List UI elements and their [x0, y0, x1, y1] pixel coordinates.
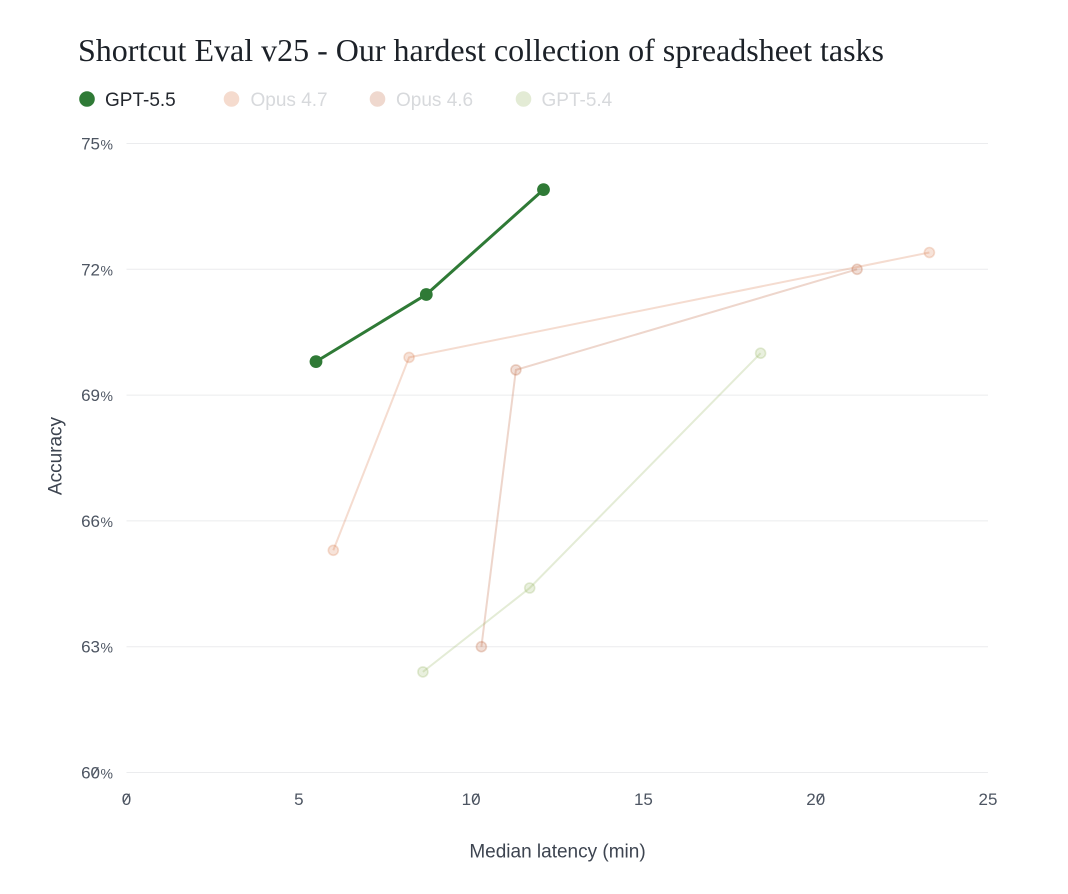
svg-text:%: % [101, 262, 113, 278]
svg-text:15: 15 [634, 790, 653, 809]
svg-text:%: % [101, 514, 113, 530]
svg-text:Median latency (min): Median latency (min) [469, 842, 645, 863]
svg-text:%: % [101, 388, 113, 404]
svg-text:%: % [101, 137, 113, 153]
svg-text:0: 0 [122, 790, 131, 809]
svg-text:72: 72 [81, 260, 100, 279]
svg-text:GPT-5.4: GPT-5.4 [542, 90, 613, 111]
svg-text:66: 66 [81, 512, 100, 531]
svg-text:25: 25 [979, 790, 998, 809]
svg-text:60: 60 [81, 764, 100, 783]
svg-text:GPT-5.5: GPT-5.5 [105, 90, 176, 111]
svg-text:20: 20 [806, 790, 825, 809]
svg-text:5: 5 [294, 790, 303, 809]
svg-text:10: 10 [462, 790, 481, 809]
svg-text:75: 75 [81, 135, 100, 154]
svg-text:63: 63 [81, 638, 100, 657]
svg-text:Opus 4.7: Opus 4.7 [251, 90, 328, 111]
svg-text:69: 69 [81, 386, 100, 405]
svg-text:Accuracy: Accuracy [46, 416, 67, 495]
svg-text:Opus 4.6: Opus 4.6 [396, 90, 473, 111]
svg-text:%: % [101, 640, 113, 656]
svg-text:%: % [101, 766, 113, 782]
svg-text:Shortcut Eval v25 - Our hardes: Shortcut Eval v25 - Our hardest collecti… [78, 32, 884, 68]
